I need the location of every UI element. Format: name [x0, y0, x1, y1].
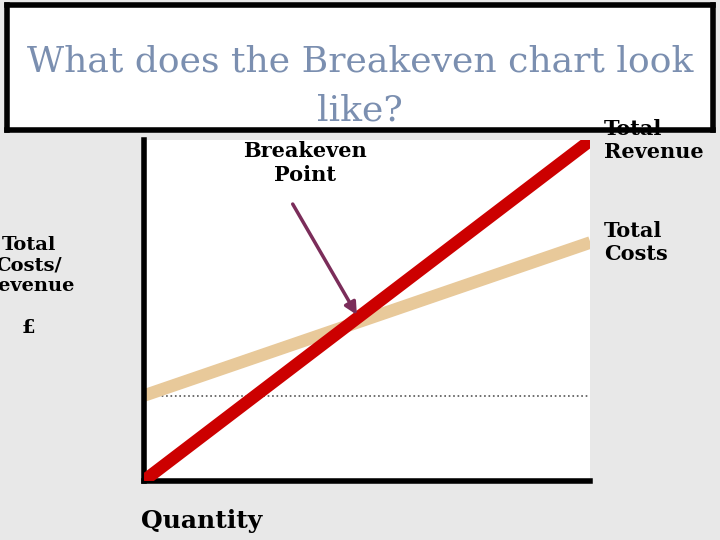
Text: Total
Costs: Total Costs — [604, 221, 667, 264]
Text: like?: like? — [317, 94, 403, 128]
Text: What does the Breakeven chart look: What does the Breakeven chart look — [27, 44, 693, 78]
Text: Quantity: Quantity — [141, 509, 262, 532]
Text: Breakeven
Point: Breakeven Point — [243, 141, 366, 185]
Text: Total
Costs/
Revenue

£: Total Costs/ Revenue £ — [0, 235, 75, 337]
Text: Total
Revenue: Total Revenue — [604, 119, 703, 162]
